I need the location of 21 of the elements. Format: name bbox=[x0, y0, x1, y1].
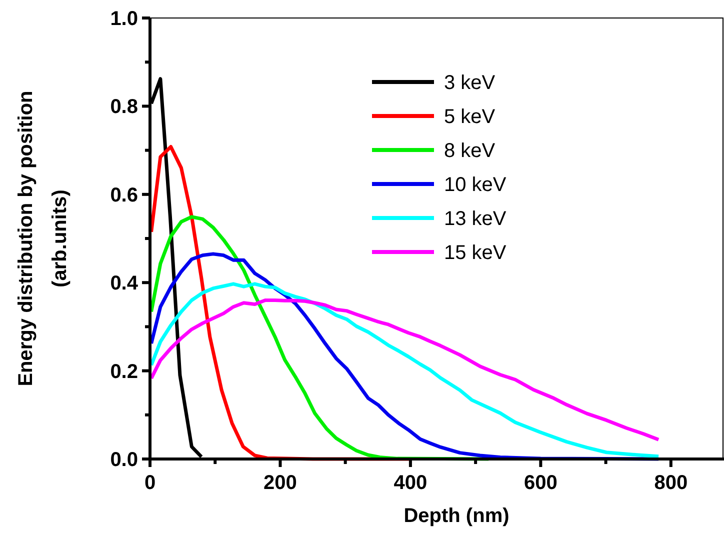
y-tick-label: 0.4 bbox=[110, 272, 139, 295]
y-tick-label: 0.2 bbox=[110, 360, 138, 383]
legend-label: 15 keV bbox=[444, 242, 507, 264]
x-tick-label: 400 bbox=[394, 472, 428, 494]
legend-label: 8 keV bbox=[444, 140, 496, 162]
x-axis-title: Depth (nm) bbox=[404, 505, 510, 527]
x-tick-label: 800 bbox=[654, 472, 688, 494]
y-axis-title: Energy distribution by position (arb.units) bbox=[15, 90, 71, 386]
y-tick-label: 1.0 bbox=[110, 8, 138, 30]
line-series bbox=[150, 282, 660, 458]
y-tick-label: 0.6 bbox=[110, 184, 138, 206]
line-series bbox=[150, 298, 660, 442]
text: 0.0 bbox=[110, 449, 138, 471]
x-tick-label: 600 bbox=[524, 472, 558, 494]
legend-label: 5 keV bbox=[444, 106, 496, 128]
x-tick-label: 0 bbox=[144, 472, 156, 494]
legend-label: 10 keV bbox=[444, 174, 507, 196]
legend-label: 13 keV bbox=[444, 208, 507, 230]
y-tick-label: 0.8 bbox=[110, 96, 138, 118]
legend-label: 3 keV bbox=[444, 72, 496, 94]
x-tick-label: 200 bbox=[264, 472, 297, 494]
